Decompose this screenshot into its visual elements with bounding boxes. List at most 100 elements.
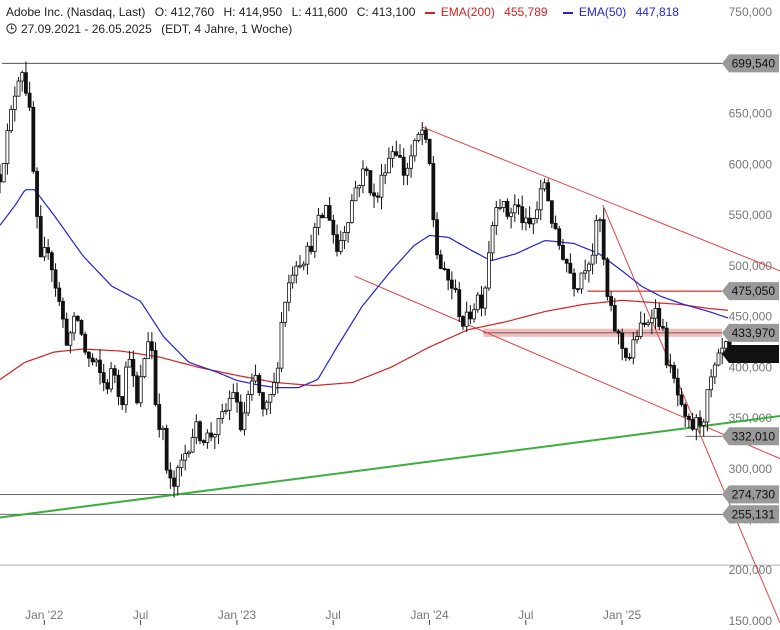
level-tag-label: 274,730: [732, 487, 776, 501]
candle-body: [168, 469, 173, 479]
candle-body: [316, 214, 321, 228]
y-tick-label: 450,000: [729, 310, 773, 324]
candle-body: [346, 222, 351, 233]
candle-body: [579, 272, 584, 290]
candle-body: [394, 151, 399, 156]
candle-body: [649, 317, 654, 324]
candle-body: [83, 333, 88, 353]
candle-body: [594, 219, 599, 256]
candle-body: [724, 341, 728, 349]
candle-body: [405, 167, 410, 176]
candle-body: [0, 174, 2, 183]
candle-body: [609, 296, 614, 306]
candle-body: [464, 311, 469, 327]
candle-body: [520, 206, 525, 224]
candle-body: [664, 327, 669, 366]
candle-body: [27, 92, 32, 108]
candle-body: [138, 376, 143, 404]
candle-body: [646, 322, 651, 325]
candle-body: [538, 188, 543, 211]
candle-body: [468, 311, 473, 320]
candle-body: [686, 415, 691, 420]
candle-body: [246, 394, 251, 414]
candle-body: [127, 358, 132, 368]
candle-body: [294, 265, 299, 276]
candle-body: [112, 368, 117, 376]
candle-body: [635, 336, 639, 341]
candle-body: [275, 367, 280, 384]
candle-body: [590, 254, 595, 265]
candle-body: [42, 247, 47, 258]
candle-body: [383, 172, 388, 176]
level-tag-bg: [722, 427, 779, 446]
x-tick-label: Jan '22: [25, 608, 64, 622]
upper-trendline: [421, 126, 780, 272]
candle-body: [164, 427, 169, 471]
candle-body: [205, 432, 210, 443]
candle-body: [501, 201, 506, 208]
candle-body: [272, 382, 276, 395]
candle-body: [505, 201, 510, 217]
candle-body: [642, 322, 647, 325]
ema50-label: EMA(50): [578, 5, 627, 19]
candle-body: [568, 262, 573, 274]
candle-body: [90, 357, 95, 363]
candle-body: [75, 315, 80, 321]
candle-body: [705, 389, 710, 423]
candle-body: [153, 350, 158, 405]
candle-body: [290, 274, 295, 284]
y-tick-label: 150,000: [729, 614, 773, 625]
candle-body: [598, 219, 602, 222]
candle-body: [279, 322, 284, 369]
candle-body: [212, 434, 217, 438]
candle-body: [331, 219, 336, 236]
candle-body: [86, 351, 91, 359]
candle-body: [583, 270, 588, 274]
candle-body: [624, 348, 628, 358]
candle-body: [586, 263, 591, 272]
candle-body: [149, 341, 154, 351]
level-tag-label: 475,050: [732, 284, 776, 298]
candle-body: [601, 219, 606, 260]
x-tick-label: Jul: [326, 608, 341, 622]
candle-body: [142, 358, 147, 378]
candle-body: [416, 133, 421, 141]
candle-body: [194, 421, 199, 438]
level-tag-bg: [722, 505, 779, 524]
candle-body: [198, 421, 202, 441]
candle-body: [653, 308, 658, 319]
candle-body: [135, 375, 139, 404]
y-tick-label: 550,000: [729, 208, 773, 222]
candle-body: [342, 232, 347, 241]
close-value: C: 413,100: [356, 5, 416, 19]
candle-body: [49, 252, 54, 271]
level-tag-label: 433,970: [732, 326, 776, 340]
candle-body: [53, 269, 58, 289]
level-tag-bg: [722, 323, 779, 342]
candle-body: [161, 427, 165, 430]
candle-body: [668, 364, 673, 367]
candle-body: [553, 222, 558, 230]
candle-body: [446, 268, 451, 281]
candle-body: [524, 217, 528, 224]
candle-body: [512, 204, 517, 214]
candle-body: [616, 330, 621, 334]
instrument-title: Adobe Inc. (Nasdaq, Last): [6, 5, 146, 19]
candle-body: [612, 305, 617, 332]
date-range: 27.09.2021 - 26.05.2025: [21, 22, 152, 36]
candle-body: [305, 245, 310, 265]
ema200-label: EMA(200): [440, 5, 495, 19]
x-tick-label: Jan '24: [410, 608, 449, 622]
lower-trendline: [354, 275, 780, 460]
x-tick-label: Jul: [518, 608, 533, 622]
candle-body: [438, 254, 443, 269]
candle-body: [475, 294, 480, 311]
level-tag-label: 255,131: [732, 507, 776, 521]
candle-body: [683, 404, 688, 417]
candle-body: [238, 401, 243, 431]
candle-body: [361, 168, 365, 187]
last-price-tag-label: 413,100: [732, 347, 776, 361]
candle-body: [483, 287, 488, 309]
candle-body: [690, 418, 695, 430]
candle-body: [720, 347, 725, 354]
